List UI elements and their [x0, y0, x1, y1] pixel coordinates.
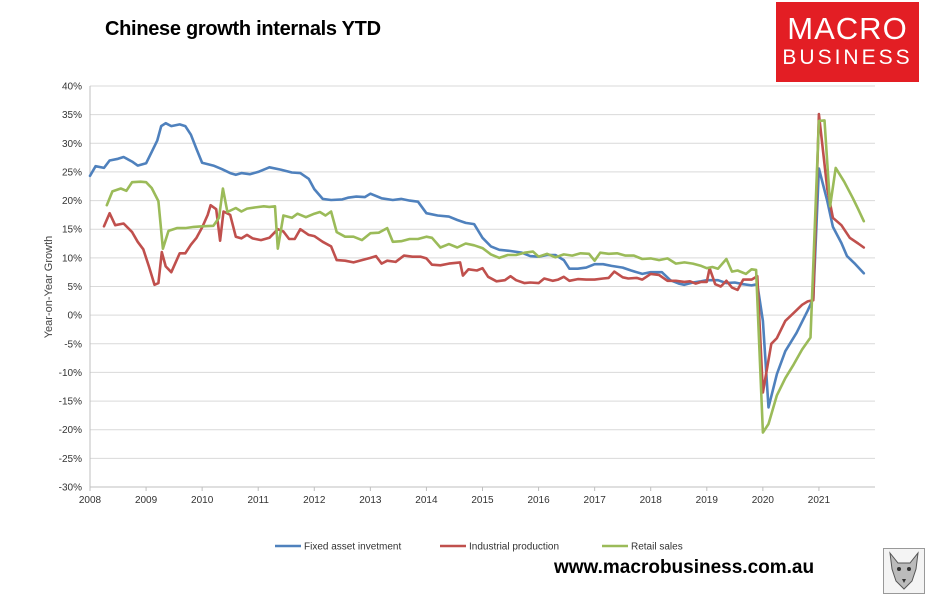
y-tick-label: 10% — [62, 253, 82, 264]
x-tick-label: 2012 — [303, 495, 326, 506]
x-tick-label: 2015 — [471, 495, 494, 506]
y-tick-label: 40% — [62, 82, 82, 93]
logo-line-1: MACRO — [787, 11, 908, 46]
legend-label: Fixed asset invetment — [304, 542, 401, 553]
page-title: Chinese growth internals YTD — [105, 18, 381, 40]
y-axis-ticks: 40% 35% 30% 25% 20% 15% 10% 5% 0% -5% -10% -15% -20%… — [59, 82, 82, 494]
website-url: www.macrobusiness.com.au — [554, 557, 815, 578]
y-tick-label: 25% — [62, 167, 82, 178]
y-tick-label: 5% — [68, 282, 83, 293]
series-lines — [88, 112, 866, 434]
x-tick-label: 2017 — [584, 495, 607, 506]
y-tick-label: 30% — [62, 139, 82, 150]
series-line — [88, 121, 866, 409]
logo-line-2: BUSINESS — [782, 46, 913, 69]
y-tick-label: -15% — [59, 397, 82, 408]
x-tick-label: 2010 — [191, 495, 214, 506]
wolf-icon — [883, 548, 925, 594]
series-line — [105, 119, 866, 434]
y-tick-label: -10% — [59, 368, 82, 379]
y-tick-label: -25% — [59, 454, 82, 465]
y-tick-label: 35% — [62, 110, 82, 121]
x-tick-label: 2009 — [135, 495, 158, 506]
y-tick-label: -5% — [64, 339, 82, 350]
series-line — [102, 112, 866, 394]
y-axis-label: Year-on-Year Growth — [43, 236, 55, 339]
x-tick-label: 2008 — [79, 495, 102, 506]
x-tick-label: 2019 — [696, 495, 719, 506]
y-tick-label: 0% — [68, 311, 83, 322]
x-axis-ticks: 2008 2009 2010 2011 2012 2013 2014 2015 2016 2017… — [79, 487, 831, 506]
x-tick-label: 2014 — [415, 495, 438, 506]
x-tick-label: 2018 — [640, 495, 663, 506]
y-tick-label: -20% — [59, 425, 82, 436]
legend-label: Industrial production — [469, 542, 559, 553]
macrobusiness-logo: MACRO BUSINESS — [776, 2, 919, 82]
x-tick-label: 2020 — [752, 495, 775, 506]
y-tick-label: 15% — [62, 225, 82, 236]
x-tick-label: 2013 — [359, 495, 382, 506]
x-tick-label: 2011 — [247, 495, 269, 506]
legend-label: Retail sales — [631, 542, 683, 553]
y-tick-label: -30% — [59, 483, 82, 494]
legend: Fixed asset invetment Industrial producti… — [275, 542, 683, 553]
x-tick-label: 2016 — [527, 495, 550, 506]
x-tick-label: 2021 — [808, 495, 831, 506]
y-tick-label: 20% — [62, 196, 82, 207]
